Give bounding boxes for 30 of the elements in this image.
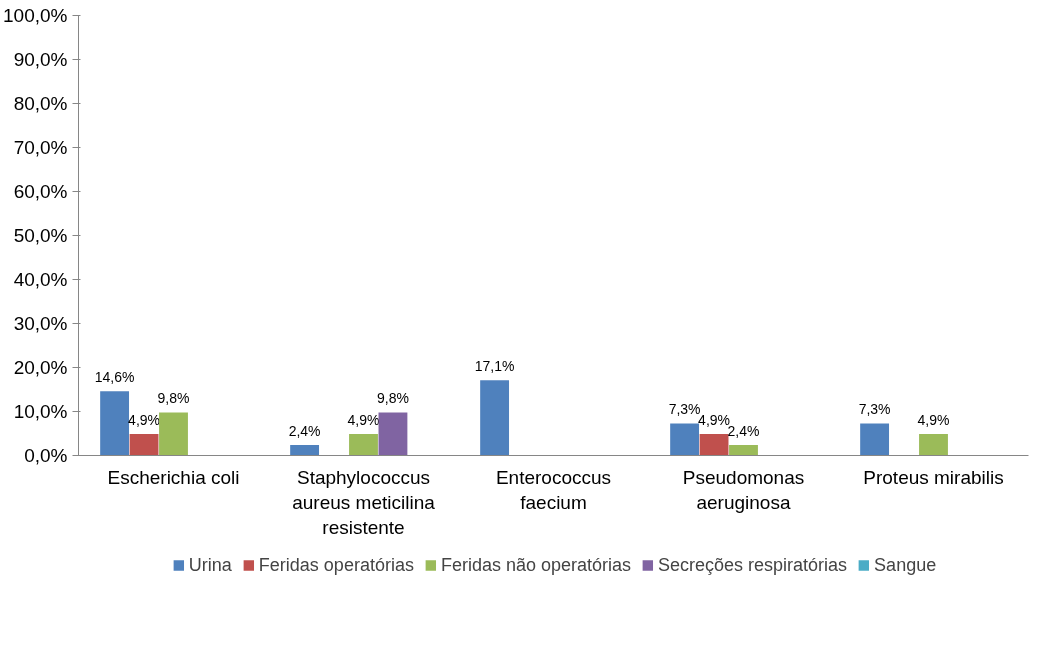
x-tick-label: Proteus mirabilis — [863, 466, 1004, 488]
y-tick-label: 10,0% — [13, 401, 68, 422]
legend-label: Feridas operatórias — [258, 554, 414, 576]
data-label: 4,9% — [347, 411, 380, 428]
data-label: 9,8% — [157, 390, 190, 407]
legend-label: Urina — [188, 554, 232, 576]
y-tick-label: 0,0% — [24, 445, 68, 466]
y-tick-label: 80,0% — [13, 93, 68, 114]
y-tick-label: 60,0% — [13, 181, 68, 202]
x-tick-label: Enterococcus faecium — [495, 466, 612, 513]
y-tick-label: 30,0% — [13, 313, 68, 334]
y-tick-label: 100,0% — [3, 5, 68, 26]
x-tick-label: Escherichia coli — [107, 466, 240, 488]
legend-label: Feridas não operatórias — [440, 554, 632, 576]
x-tick-label: Pseudomonas aeruginosa — [682, 466, 805, 513]
data-label: 14,6% — [94, 369, 135, 386]
data-label: 9,8% — [376, 390, 409, 407]
y-tick-label: 70,0% — [13, 137, 68, 158]
legend-label: Secreções respiratórias — [658, 554, 848, 576]
y-tick-label: 50,0% — [13, 225, 68, 246]
x-tick-label: Staphylococcus aureus meticilina resistente — [292, 466, 436, 538]
legend-label: Sangue — [874, 554, 937, 576]
data-label: 4,9% — [917, 411, 950, 428]
data-label: 7,3% — [858, 401, 891, 418]
y-tick-label: 20,0% — [13, 357, 68, 378]
y-tick-label: 90,0% — [13, 49, 68, 70]
data-label: 2,4% — [288, 422, 321, 439]
y-tick-label: 40,0% — [13, 269, 68, 290]
data-label: 17,1% — [474, 358, 515, 375]
data-label: 7,3% — [668, 401, 701, 418]
